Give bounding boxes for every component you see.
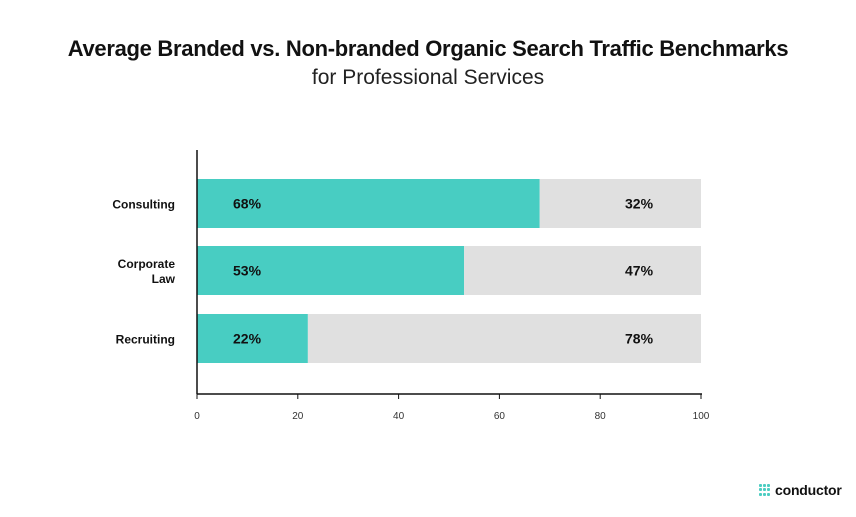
x-tick-label: 20 xyxy=(292,411,304,422)
bar-nonbranded xyxy=(307,314,701,363)
category-label: Law xyxy=(152,272,176,286)
data-label-nonbranded: 47% xyxy=(625,263,654,279)
category-label: Recruiting xyxy=(116,333,175,347)
x-tick-label: 0 xyxy=(194,411,200,422)
data-label-branded: 68% xyxy=(233,196,262,212)
data-label-nonbranded: 32% xyxy=(625,196,654,212)
x-tick-label: 100 xyxy=(693,411,710,422)
bar-nonbranded xyxy=(464,246,701,295)
chart-title: Average Branded vs. Non-branded Organic … xyxy=(67,36,789,61)
bar-branded xyxy=(197,246,465,295)
chart-subtitle: for Professional Services xyxy=(311,66,545,89)
x-tick-label: 60 xyxy=(494,411,506,422)
x-tick-label: 80 xyxy=(595,411,607,422)
data-label-nonbranded: 78% xyxy=(625,331,654,347)
data-label-branded: 53% xyxy=(233,263,262,279)
logo-text: conductor xyxy=(775,482,842,498)
bar-branded xyxy=(197,179,540,228)
bar-branded xyxy=(197,314,308,363)
conductor-logo: conductor xyxy=(759,482,842,498)
logo-icon xyxy=(759,484,771,496)
x-tick-label: 40 xyxy=(393,411,405,422)
data-label-branded: 22% xyxy=(233,331,262,347)
category-label: Consulting xyxy=(112,198,175,212)
category-label: Corporate xyxy=(118,257,176,271)
bar-nonbranded xyxy=(539,179,701,228)
